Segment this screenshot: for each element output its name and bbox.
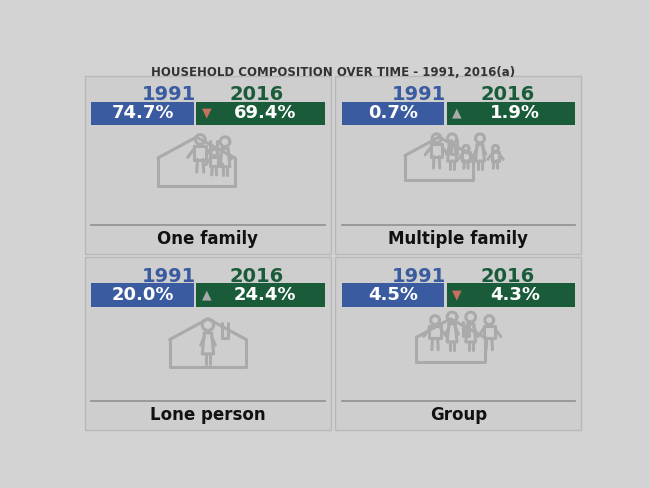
FancyBboxPatch shape bbox=[342, 284, 445, 306]
Text: ▲: ▲ bbox=[202, 288, 211, 302]
FancyBboxPatch shape bbox=[196, 102, 324, 125]
Text: ▼: ▼ bbox=[452, 288, 461, 302]
Text: 4.5%: 4.5% bbox=[368, 286, 418, 304]
FancyBboxPatch shape bbox=[85, 257, 331, 430]
Text: 20.0%: 20.0% bbox=[111, 286, 174, 304]
Text: 1991: 1991 bbox=[392, 85, 446, 104]
FancyBboxPatch shape bbox=[91, 102, 194, 125]
Text: One family: One family bbox=[157, 230, 259, 248]
FancyBboxPatch shape bbox=[447, 284, 575, 306]
FancyBboxPatch shape bbox=[335, 257, 581, 430]
Text: Lone person: Lone person bbox=[150, 406, 266, 424]
Text: 2016: 2016 bbox=[480, 267, 534, 286]
Text: 74.7%: 74.7% bbox=[111, 104, 174, 122]
Text: ▼: ▼ bbox=[202, 107, 211, 120]
Text: 0.7%: 0.7% bbox=[368, 104, 418, 122]
FancyBboxPatch shape bbox=[91, 284, 194, 306]
Text: 2016: 2016 bbox=[230, 267, 284, 286]
Text: Multiple family: Multiple family bbox=[388, 230, 528, 248]
FancyBboxPatch shape bbox=[335, 76, 581, 254]
Text: HOUSEHOLD COMPOSITION OVER TIME - 1991, 2016(a): HOUSEHOLD COMPOSITION OVER TIME - 1991, … bbox=[151, 66, 515, 79]
Text: 1991: 1991 bbox=[392, 267, 446, 286]
FancyBboxPatch shape bbox=[447, 102, 575, 125]
Text: 2016: 2016 bbox=[230, 85, 284, 104]
FancyBboxPatch shape bbox=[342, 102, 445, 125]
Text: 2016: 2016 bbox=[480, 85, 534, 104]
Text: 24.4%: 24.4% bbox=[234, 286, 296, 304]
FancyBboxPatch shape bbox=[85, 76, 331, 254]
Text: 4.3%: 4.3% bbox=[490, 286, 540, 304]
Text: 1991: 1991 bbox=[142, 85, 196, 104]
Text: Group: Group bbox=[430, 406, 487, 424]
Text: ▲: ▲ bbox=[452, 107, 461, 120]
FancyBboxPatch shape bbox=[196, 284, 324, 306]
Text: 69.4%: 69.4% bbox=[234, 104, 296, 122]
Text: 1991: 1991 bbox=[142, 267, 196, 286]
Text: 1.9%: 1.9% bbox=[490, 104, 540, 122]
